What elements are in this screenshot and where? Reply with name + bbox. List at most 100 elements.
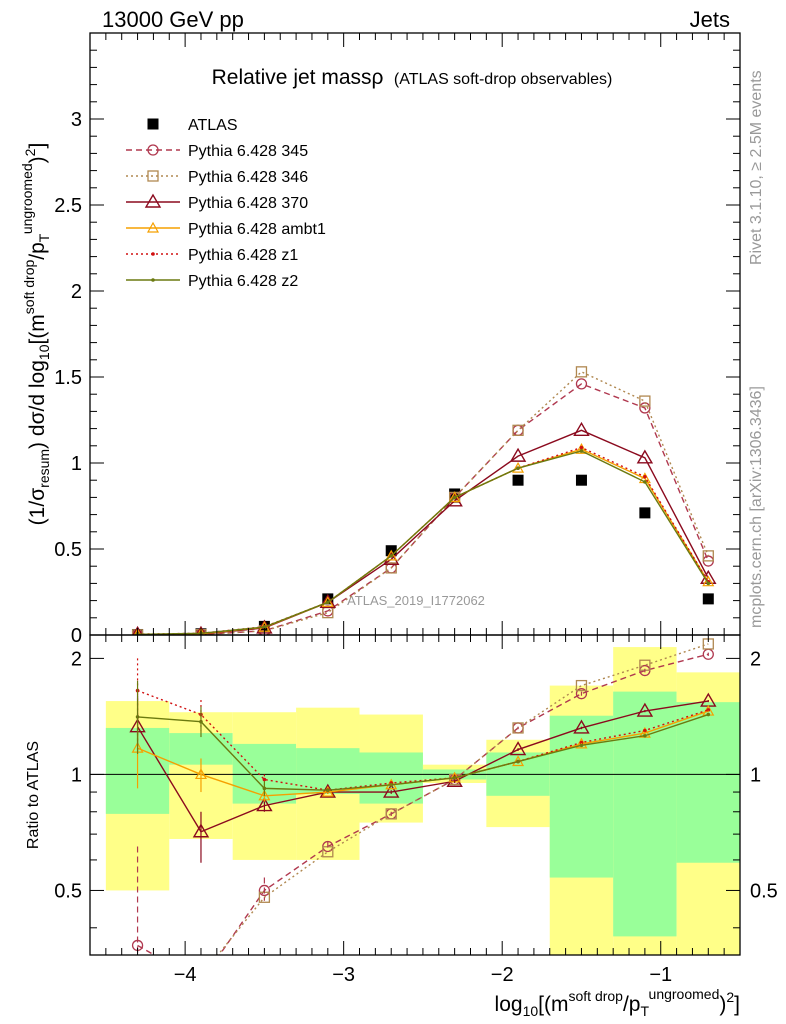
point-pythia-6-428-370 (319, 593, 337, 609)
point-atlas (639, 507, 651, 519)
point-pythia-6-428-370 (132, 625, 143, 635)
ratio-point-pythia-6-428-370 (509, 741, 527, 756)
ratio-y-tick-label-left: 0.5 (54, 880, 82, 902)
legend-label-pythia-6-428-z2: Pythia 6.428 z2 (188, 273, 298, 290)
point-pythia-6-428-z2 (389, 554, 394, 558)
ratio-y-tick-label-right: 2 (750, 648, 761, 670)
ratio-line-pythia-6-428-345 (137, 653, 709, 955)
top-y-axis-label: (1/σresum) dσ/d log10[(msoft drop/pTungr… (19, 143, 52, 526)
ratio-line-pythia-6-428-370 (136, 700, 709, 833)
x-tick-label: −3 (332, 964, 355, 986)
header-left: 13000 GeV pp (102, 7, 244, 32)
point-pythia-6-428-z2 (579, 449, 584, 453)
legend-label-pythia-6-428-345: Pythia 6.428 345 (188, 143, 308, 160)
rivet-label: Rivet 3.1.10, ≥ 2.5M events (748, 70, 765, 265)
point-pythia-6-428-345 (512, 424, 524, 436)
point-pythia-6-428-346 (385, 562, 397, 574)
legend-marker-pythia-6-428-ambt1 (146, 221, 160, 233)
ratio-point-pythia-6-428-346 (575, 679, 588, 692)
x-tick-label: −4 (174, 964, 197, 986)
point-pythia-6-428-z2 (516, 466, 520, 470)
point-pythia-6-428-345 (639, 402, 651, 414)
ratio-point-pythia-6-428-345 (258, 884, 271, 897)
point-pythia-6-428-346 (512, 424, 524, 436)
point-pythia-6-428-346 (639, 395, 651, 407)
ratio-series-layer (129, 638, 717, 987)
ratio-y-tick-label-left: 1 (71, 764, 82, 786)
top-y-tick-label: 1 (71, 453, 82, 475)
x-tick-label: −2 (491, 964, 514, 986)
ratio-y-tick-label-right: 0.5 (750, 880, 778, 902)
legend-label-pythia-6-428-ambt1: Pythia 6.428 ambt1 (188, 221, 326, 238)
point-pythia-6-428-z2 (643, 480, 647, 484)
top-y-tick-label: 3 (71, 109, 82, 131)
top-y-tick-label: 2.5 (54, 195, 82, 217)
legend-label-pythia-6-428-z1: Pythia 6.428 z1 (188, 247, 298, 264)
ratio-point-pythia-6-428-370 (573, 719, 590, 734)
ratio-point-pythia-6-428-346 (196, 971, 206, 981)
ratio-y-axis-label: Ratio to ATLAS (25, 741, 42, 849)
chart-title-sub: (ATLAS soft-drop observables) (394, 71, 612, 88)
top-y-tick-label: 0 (71, 625, 82, 647)
x-tick-label: −1 (649, 964, 672, 986)
watermark: ATLAS_2019_I1772062 (347, 593, 485, 608)
point-pythia-6-428-346 (702, 550, 714, 562)
ratio-point-pythia-6-428-370 (636, 702, 654, 717)
point-pythia-6-428-ambt1 (575, 443, 588, 454)
point-pythia-6-428-ambt1 (702, 575, 715, 587)
top-y-tick-label: 1.5 (54, 367, 82, 389)
legend-marker-pythia-6-428-346 (147, 170, 159, 182)
point-pythia-6-428-346 (575, 366, 588, 378)
point-pythia-6-428-z1 (579, 445, 584, 450)
header-right: Jets (690, 7, 730, 32)
legend-marker-pythia-6-428-370 (144, 193, 162, 208)
point-pythia-6-428-z2 (326, 600, 330, 605)
legend-marker-atlas (147, 118, 159, 130)
ratio-point-pythia-6-428-346 (385, 808, 397, 820)
point-atlas (512, 474, 524, 486)
ratio-band-inner (676, 702, 740, 863)
ratio-panel-frame (89, 634, 741, 956)
legend-marker-pythia-6-428-z2 (151, 278, 155, 282)
ratio-line-pythia-6-428-346 (216, 643, 709, 955)
legend-label-atlas: ATLAS (188, 117, 238, 134)
legend-marker-pythia-6-428-345 (147, 144, 159, 156)
ratio-point-pythia-6-428-345 (196, 977, 206, 987)
ratio-point-pythia-6-428-346 (512, 722, 524, 734)
legend-label-pythia-6-428-346: Pythia 6.428 346 (188, 169, 308, 186)
legend-marker-pythia-6-428-z1 (151, 252, 155, 256)
mcplots-label: mcplots.cern.ch [arXiv:1306.3436] (748, 386, 765, 628)
ratio-point-pythia-6-428-346 (133, 960, 143, 970)
point-atlas (322, 593, 334, 605)
top-y-tick-label: 0.5 (54, 539, 82, 561)
x-axis-label: log10[(msoft drop/pTungroomed)2] (495, 986, 740, 1019)
point-pythia-6-428-z1 (643, 474, 647, 479)
ratio-point-pythia-6-428-345 (575, 688, 588, 700)
point-pythia-6-428-z2 (262, 625, 267, 629)
ratio-line-pythia-6-428-z2 (137, 713, 709, 791)
ratio-y-tick-label-right: 1 (750, 764, 761, 786)
point-pythia-6-428-ambt1 (385, 549, 398, 561)
ratio-y-tick-label-left: 2 (71, 648, 82, 670)
ratio-point-pythia-6-428-ambt1 (321, 785, 334, 797)
axes-layer: −4 −3 −2 −1 0 0.5 1 1.5 2 2.5 3 0.5 0.5 1 1 2 2 (54, 33, 778, 986)
ratio-band-inner (359, 752, 423, 804)
legend-label-pythia-6-428-370: Pythia 6.428 370 (188, 195, 308, 212)
point-pythia-6-428-z2 (452, 495, 457, 500)
point-pythia-6-428-z2 (706, 581, 711, 586)
point-pythia-6-428-370 (573, 421, 590, 437)
point-pythia-6-428-ambt1 (321, 596, 334, 607)
ratio-point-pythia-6-428-ambt1 (575, 737, 588, 749)
point-atlas (702, 593, 714, 605)
point-pythia-6-428-370 (636, 449, 654, 464)
point-atlas (575, 474, 587, 486)
ratio-point-pythia-6-428-370 (383, 783, 400, 798)
chart-title: Relative jet massρ (ATLAS soft-drop obse… (212, 66, 613, 89)
legend: ATLAS Pythia 6.428 345 Pythia 6.428 346 Pyt… (126, 117, 326, 290)
ratio-uncertainty-bands (90, 647, 740, 955)
point-pythia-6-428-370 (509, 447, 527, 462)
top-y-tick-label: 2 (71, 281, 82, 303)
point-pythia-6-428-345 (575, 378, 588, 390)
chart-title-main: Relative jet massρ (212, 66, 384, 89)
